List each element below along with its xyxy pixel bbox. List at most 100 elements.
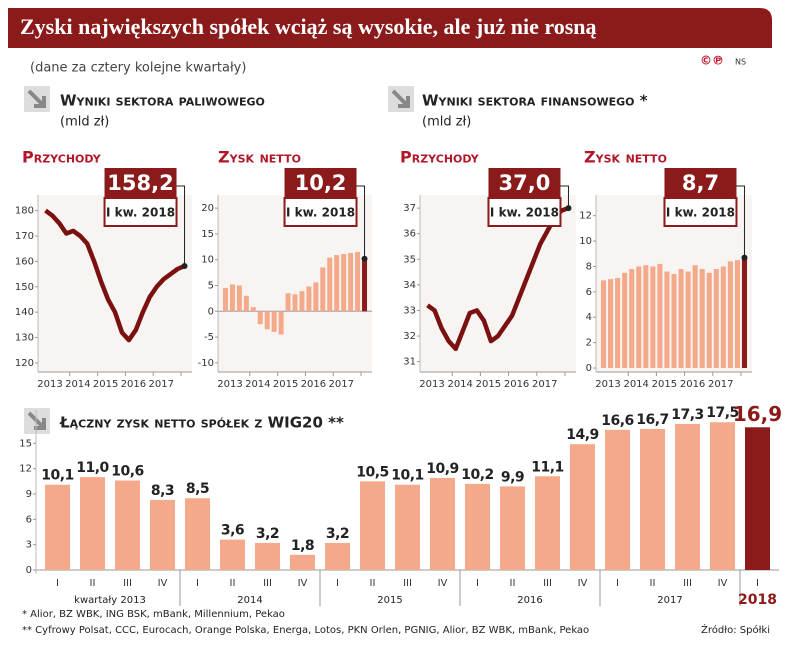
y-tick-label: 120 — [15, 358, 34, 369]
bar — [45, 484, 70, 570]
bar — [465, 483, 490, 570]
callout-value-box — [488, 168, 561, 198]
bar — [362, 258, 368, 312]
x-tick-label: 2016 — [121, 379, 146, 390]
section-title: Wyniki sektora finansowego * — [422, 92, 648, 110]
bar — [629, 269, 635, 368]
bar — [608, 279, 614, 368]
value-label: 10,1 — [41, 468, 74, 484]
bar — [290, 554, 315, 570]
bar — [664, 271, 670, 368]
y-tick-label: 15 — [19, 438, 32, 449]
bar — [706, 272, 712, 368]
value-label: 10,1 — [391, 468, 424, 484]
bar — [615, 277, 621, 368]
callout-period-box — [103, 197, 178, 227]
value-label: 11,1 — [531, 459, 564, 475]
value-label: 11,0 — [76, 460, 109, 476]
callout-value-box — [664, 168, 737, 198]
bar — [255, 542, 280, 570]
callout-period: I kw. 2018 — [106, 206, 175, 220]
bar — [320, 267, 326, 312]
y-tick-label: 140 — [15, 307, 34, 318]
section-unit: (mld zł) — [60, 115, 109, 130]
bar — [229, 284, 235, 312]
footnote: ** Cyfrowy Polsat, CCC, Eurocach, Orange… — [22, 625, 589, 636]
value-label: 1,8 — [291, 538, 314, 554]
x-tick-label: II — [650, 578, 656, 589]
bar — [710, 422, 735, 570]
bar — [395, 484, 420, 570]
connector — [560, 185, 569, 209]
bar — [271, 311, 277, 332]
bar — [360, 481, 385, 570]
bar — [334, 255, 340, 312]
x-tick-label: 2015 — [476, 379, 501, 390]
y-tick-label: 10 — [579, 236, 592, 247]
bar — [643, 265, 649, 368]
x-tick-label: IV — [158, 578, 168, 589]
callout-value: 10,2 — [295, 171, 347, 195]
bar — [327, 257, 333, 312]
x-tick-label: 2013 — [217, 379, 242, 390]
bar — [150, 499, 175, 570]
bar — [741, 257, 748, 368]
callout-value: 8,7 — [682, 171, 719, 195]
x-tick-label: III — [123, 578, 132, 589]
callout-period-box — [487, 197, 562, 227]
year-label: 2015 — [377, 595, 402, 606]
callout-value: 158,2 — [107, 171, 173, 195]
bar — [292, 294, 298, 312]
year-label: 2017 — [657, 595, 682, 606]
y-tick-label: 10 — [201, 255, 214, 266]
x-tick-label: 2013 — [37, 379, 62, 390]
callout-period: I kw. 2018 — [666, 206, 735, 220]
highlight-point — [361, 255, 368, 262]
bar — [325, 542, 350, 570]
bar — [657, 263, 663, 368]
x-tick-label: I — [56, 578, 59, 589]
bar — [640, 428, 665, 570]
x-tick-label: III — [403, 578, 412, 589]
bar — [692, 265, 698, 368]
y-tick-label: 8 — [586, 261, 592, 272]
value-label: 8,5 — [186, 481, 209, 497]
y-tick-label: 0 — [586, 363, 592, 374]
value-label: 17,3 — [671, 407, 704, 423]
bar — [355, 251, 361, 312]
y-tick-label: 37 — [403, 203, 416, 214]
y-tick-label: 3 — [26, 540, 32, 551]
value-label: 16,6 — [601, 413, 634, 429]
callout-period: I kw. 2018 — [490, 206, 559, 220]
callout-period-box — [283, 197, 358, 227]
bar — [675, 423, 700, 570]
value-label: 10,5 — [356, 464, 389, 480]
section-unit: (mld zł) — [422, 115, 471, 130]
y-tick-label: 6 — [26, 514, 32, 525]
bar — [278, 311, 284, 335]
bar — [685, 271, 691, 368]
bar — [600, 280, 607, 368]
x-tick-label: 2014 — [65, 379, 90, 390]
title: Zyski największych spółek wciąż są wysok… — [20, 14, 597, 39]
x-tick-label: II — [90, 578, 96, 589]
callout-period-box — [663, 197, 738, 227]
x-tick-label: I — [756, 578, 759, 589]
line — [426, 206, 570, 352]
x-tick-label: III — [683, 578, 692, 589]
y-tick-label: 180 — [15, 206, 34, 217]
bar — [250, 307, 256, 312]
x-tick-label: 2017 — [708, 379, 733, 390]
y-tick-label: 32 — [403, 331, 416, 342]
chart-title: Zysk netto — [218, 148, 301, 167]
connector — [176, 185, 186, 266]
arrow-icon — [24, 86, 50, 112]
y-tick-label: 160 — [15, 256, 34, 267]
x-tick-label: III — [263, 578, 272, 589]
connector — [736, 185, 745, 258]
bar — [720, 266, 726, 368]
y-tick-label: 15 — [201, 229, 214, 240]
y-tick-label: 6 — [586, 287, 592, 298]
bar — [727, 261, 733, 368]
